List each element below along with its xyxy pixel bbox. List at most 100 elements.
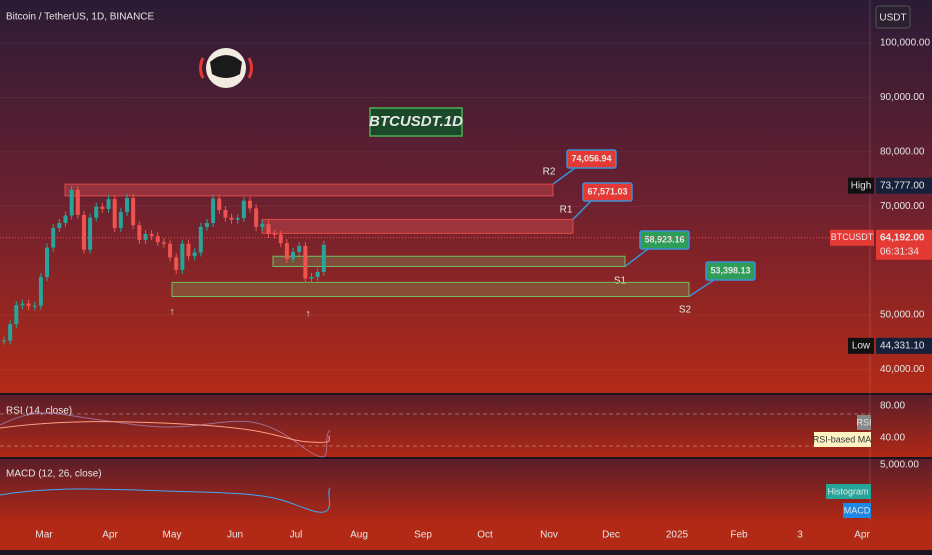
candle	[198, 226, 203, 253]
candle	[174, 257, 179, 270]
marker-arrow: ↑	[170, 307, 175, 318]
candle	[241, 200, 246, 219]
candle	[57, 223, 62, 228]
candle	[51, 227, 56, 248]
candle	[75, 189, 80, 215]
candle	[131, 198, 136, 226]
currency-box	[875, 5, 911, 29]
macd-pane	[0, 459, 932, 521]
rsi-pane	[0, 395, 932, 457]
badge: BTCUSDT.1D	[369, 113, 463, 130]
candle	[161, 242, 166, 244]
candle	[303, 245, 308, 279]
countdown: 06:31:34	[880, 246, 919, 257]
candle	[8, 324, 13, 341]
price-tick-label: 90,000.00	[880, 92, 925, 103]
candle	[229, 217, 234, 220]
time-label: Nov	[540, 530, 558, 541]
candle	[186, 243, 191, 257]
candle	[211, 198, 216, 224]
level-name: S2	[679, 305, 692, 316]
level-name: R1	[560, 205, 573, 216]
time-label: 2025	[666, 530, 689, 541]
candle	[248, 200, 252, 209]
candle	[278, 234, 283, 244]
rsi-tick-label: 80.00	[880, 401, 905, 412]
candle	[223, 210, 228, 218]
chart-title: Bitcoin / TetherUS, 1D, BINANCE	[6, 12, 155, 23]
time-label: Oct	[477, 530, 493, 541]
level-name: R2	[543, 167, 556, 178]
callout-line	[688, 279, 715, 298]
candle	[272, 233, 277, 235]
low-name-box	[848, 337, 874, 354]
candle	[88, 217, 93, 250]
candle	[112, 199, 117, 228]
candle	[81, 214, 86, 250]
candle	[309, 276, 314, 279]
candle	[297, 245, 302, 252]
callout-price: 53,398.13	[710, 265, 750, 275]
candle	[32, 305, 37, 307]
macd-label: MACD (12, 26, close)	[6, 469, 102, 480]
candle	[63, 215, 68, 224]
time-label: Jul	[290, 530, 303, 541]
rsi-ma	[0, 421, 331, 443]
macd-tick-label: 5,000.00	[880, 460, 919, 471]
macd-line	[0, 487, 331, 513]
candle	[125, 198, 129, 213]
time-label: Aug	[350, 530, 368, 541]
candle	[45, 247, 50, 277]
marker-arrow: ↑	[306, 309, 311, 320]
candle	[26, 303, 31, 307]
candle	[254, 208, 259, 227]
time-label: Dec	[602, 530, 620, 541]
callout-price: 58,923.16	[644, 234, 684, 244]
time-label: 3	[797, 530, 803, 541]
symbol-box	[830, 229, 874, 246]
candle	[2, 340, 6, 342]
low-price: 44,331.10	[880, 340, 925, 351]
level-zone	[261, 218, 574, 234]
candle	[204, 223, 209, 227]
candle	[235, 218, 240, 220]
candle	[168, 243, 173, 258]
callout-box	[566, 149, 617, 169]
candle	[284, 243, 289, 259]
currency: USDT	[879, 13, 906, 24]
callout-line	[624, 248, 649, 268]
callout-box	[705, 261, 756, 281]
price-tick-label: 80,000.00	[880, 146, 925, 157]
rsi-ma-legend-box	[814, 432, 871, 447]
symbol: BTCUSDT	[831, 232, 874, 242]
time-label: Apr	[102, 530, 118, 541]
candle	[14, 305, 19, 325]
candle	[155, 236, 160, 243]
hist-legend-box	[826, 484, 871, 499]
time-label: Feb	[730, 530, 748, 541]
price-tick-label: 50,000.00	[880, 310, 925, 321]
logo	[199, 48, 253, 88]
candle	[137, 225, 142, 240]
low-price-box	[876, 337, 932, 354]
level-name: S1	[614, 276, 627, 287]
low-name: Low	[852, 340, 871, 351]
candle	[69, 189, 74, 216]
rsi-ma-legend: RSI-based MA	[813, 434, 872, 444]
candle	[192, 252, 197, 257]
time-label: Jun	[227, 530, 243, 541]
time-label: Apr	[854, 530, 870, 541]
candle	[20, 303, 25, 306]
price-tick-label: 100,000.00	[880, 38, 930, 49]
callout-line	[552, 167, 576, 185]
rsi-legend-box	[857, 415, 871, 430]
high-price: 73,777.00	[880, 180, 925, 191]
macd-legend-box	[843, 503, 871, 518]
rsi-legend: RSI	[856, 417, 871, 427]
high-name-box	[848, 177, 874, 194]
candle	[321, 244, 326, 273]
current-price: 64,192.00	[880, 232, 925, 243]
callout-box	[582, 182, 633, 202]
level-zone	[64, 183, 554, 197]
candle	[38, 276, 43, 306]
